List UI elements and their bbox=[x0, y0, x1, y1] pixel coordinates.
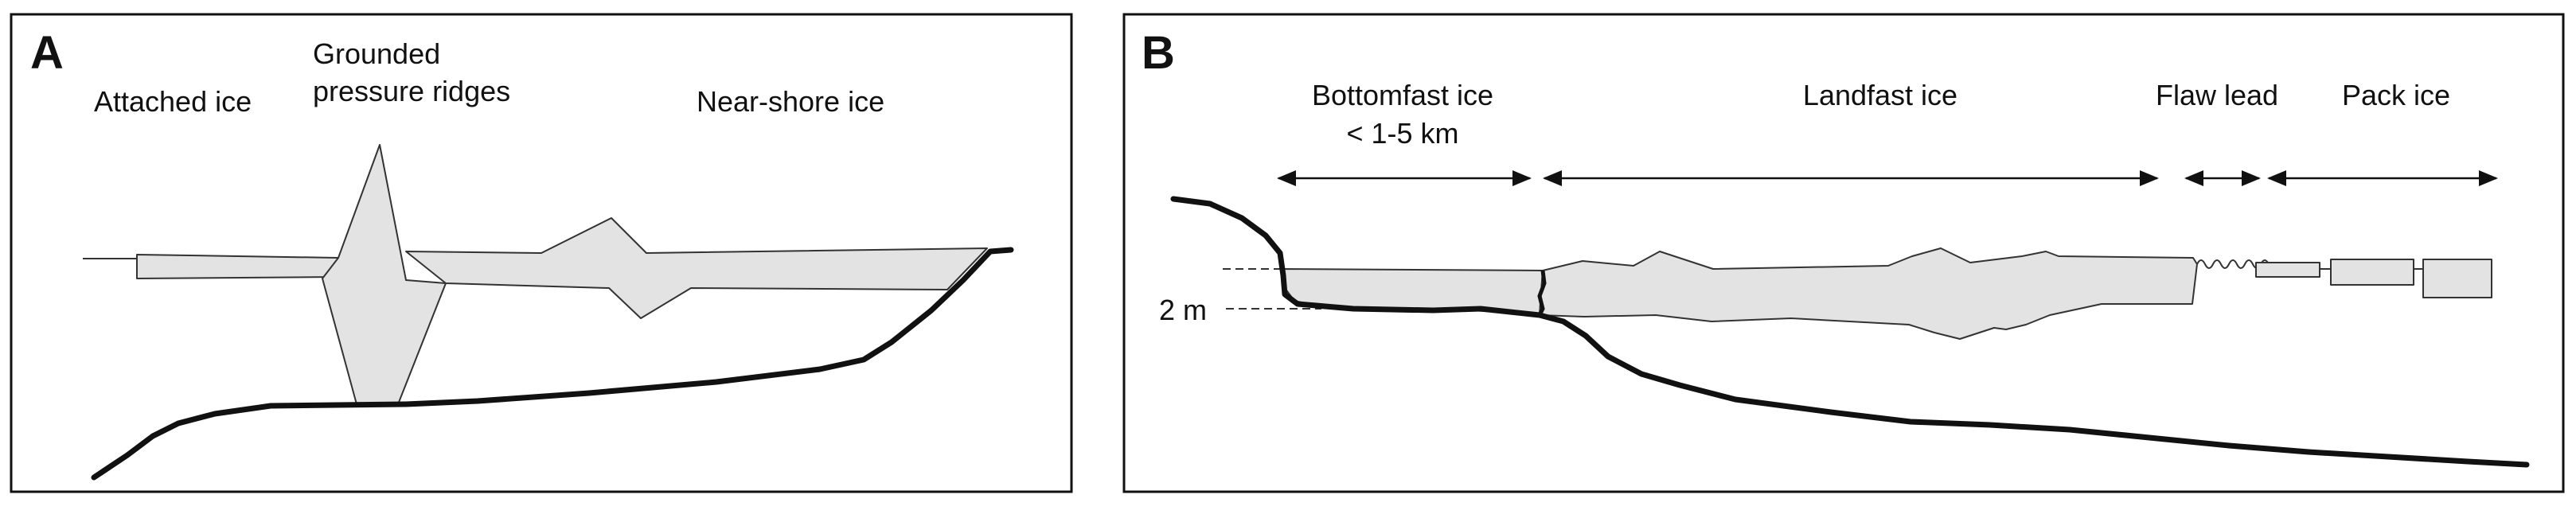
seabed-profile-a bbox=[91, 247, 1014, 481]
label-bottomfast-line2: < 1-5 km bbox=[1346, 117, 1458, 150]
panel-b-frame bbox=[1122, 13, 2565, 493]
panel-b: B Bottomfast ice < 1-5 km Landfast ice F… bbox=[1122, 13, 2565, 493]
label-grounded-ridges-line1: Grounded bbox=[313, 37, 440, 70]
pack-ice-floe-2 bbox=[2330, 259, 2414, 286]
panel-b-letter: B bbox=[1142, 27, 1175, 79]
label-landfast-ice: Landfast ice bbox=[1803, 79, 1957, 111]
label-near-shore-ice: Near-shore ice bbox=[697, 85, 884, 118]
depth-marker-label: 2 m bbox=[1159, 294, 1207, 326]
flaw-lead-water bbox=[2196, 259, 2276, 269]
bottomfast-landfast-crack bbox=[1537, 270, 1547, 317]
attached-ice-slab bbox=[136, 254, 339, 279]
panel-a-frame bbox=[10, 13, 1073, 493]
panel-a: A Attached ice Grounded pressure ridges … bbox=[10, 13, 1073, 493]
label-flaw-lead: Flaw lead bbox=[2156, 79, 2278, 111]
pack-ice-floe-3 bbox=[2422, 259, 2492, 298]
near-shore-ice-floe bbox=[405, 217, 988, 319]
panel-a-letter: A bbox=[30, 27, 64, 79]
label-bottomfast-line1: Bottomfast ice bbox=[1312, 79, 1493, 111]
landfast-ice bbox=[1539, 247, 2198, 340]
label-pack-ice: Pack ice bbox=[2342, 79, 2450, 111]
label-grounded-ridges-line2: pressure ridges bbox=[313, 75, 510, 107]
label-attached-ice: Attached ice bbox=[94, 85, 252, 118]
seabed-profile-b bbox=[1170, 196, 2530, 468]
grounded-pressure-ridge bbox=[322, 144, 447, 405]
pack-ice-floe-1 bbox=[2255, 262, 2320, 278]
